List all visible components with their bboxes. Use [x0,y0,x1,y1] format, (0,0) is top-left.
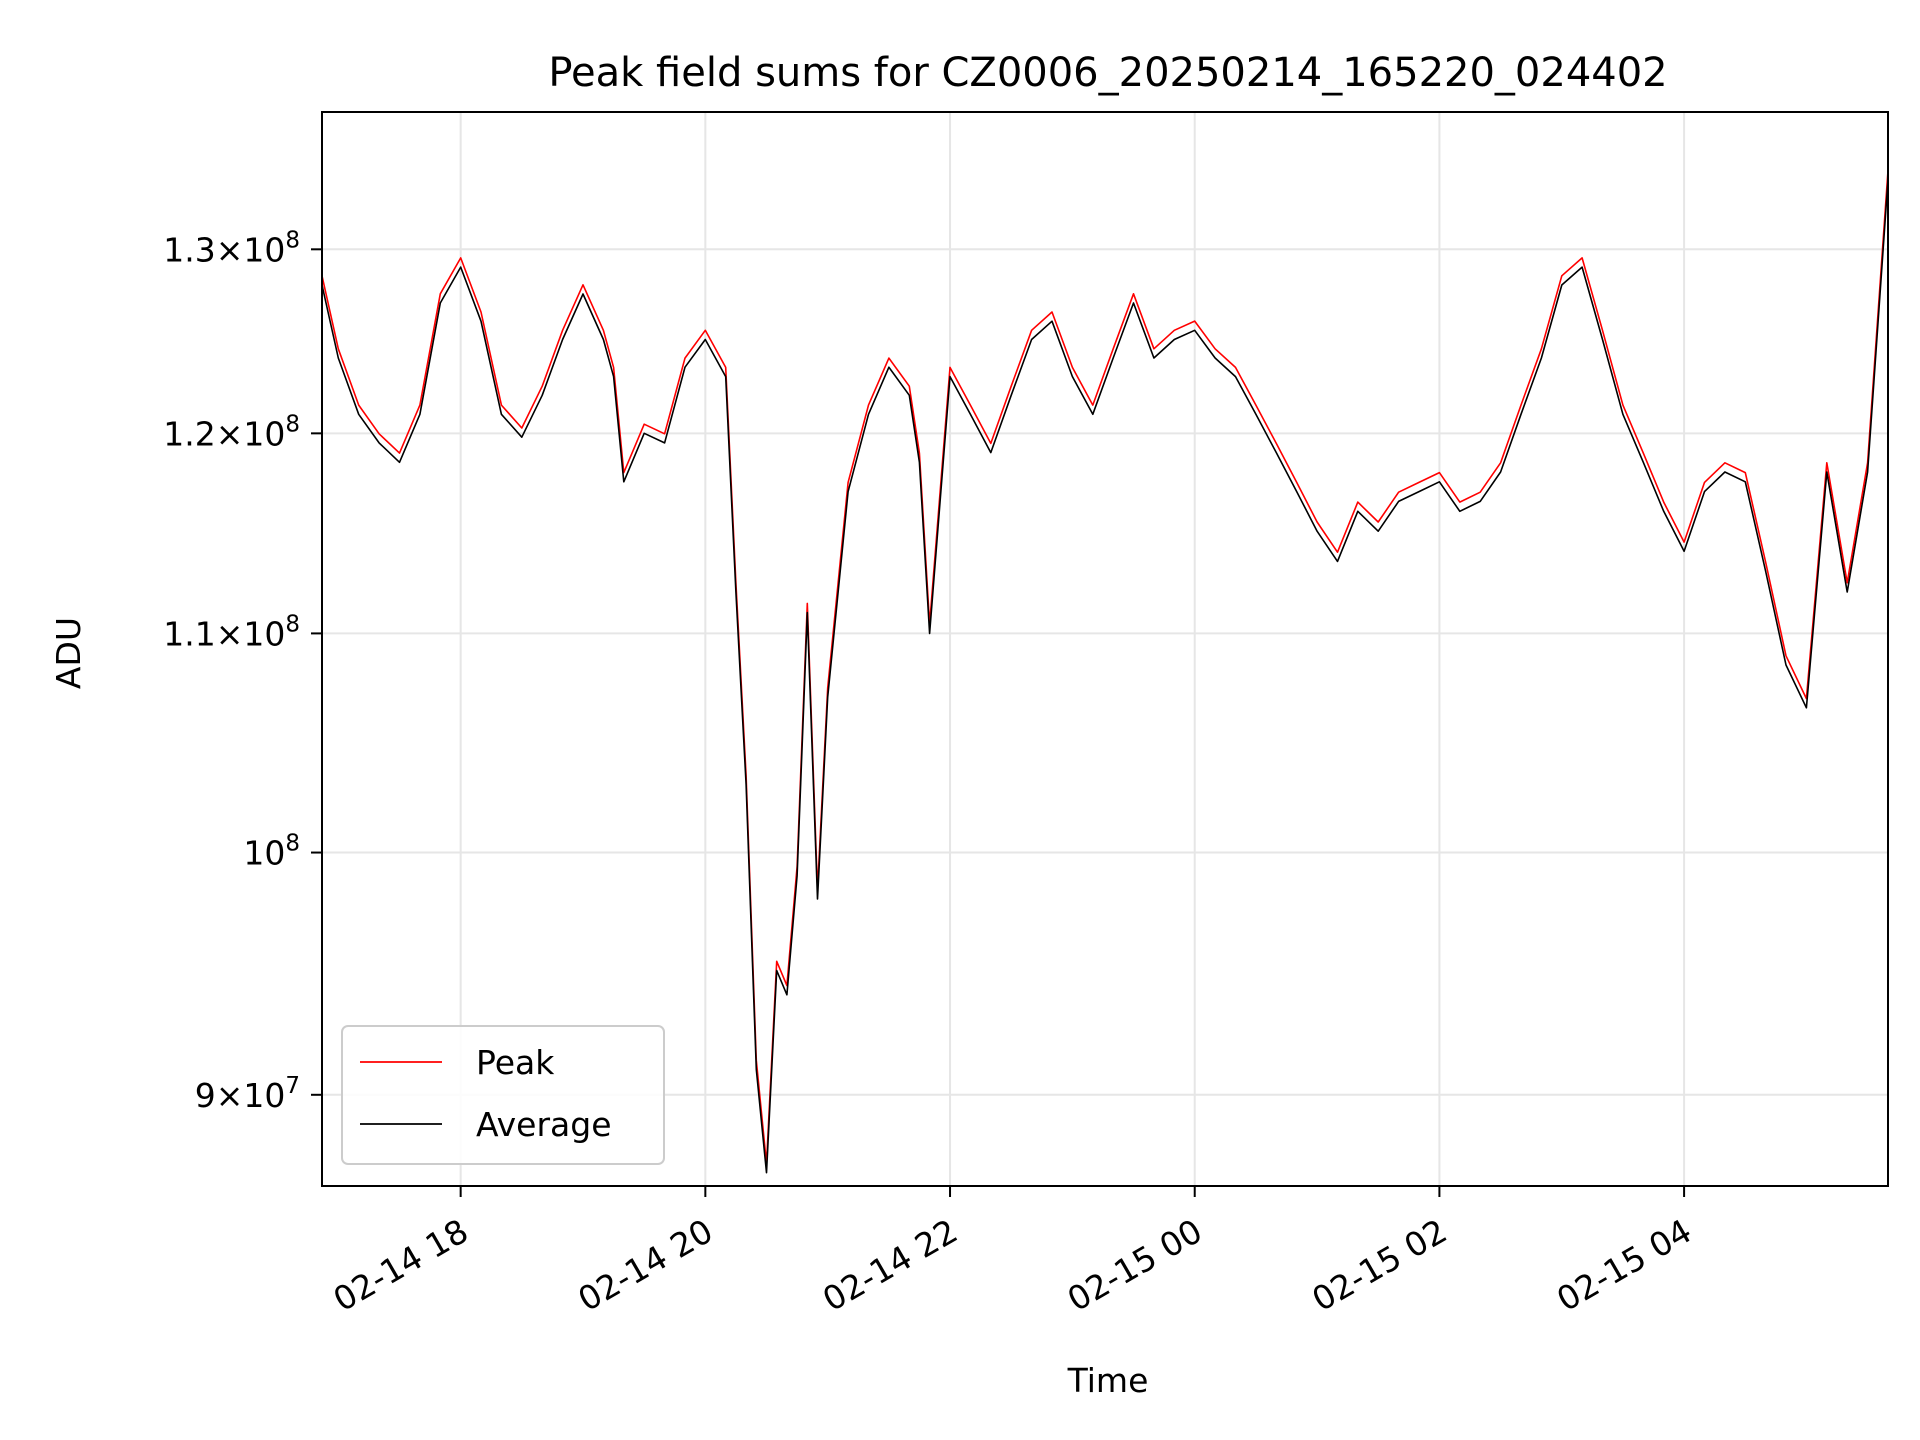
y-axis-ticks: 9×107 108 1.1×108 1.2×108 1.3×108 [163,227,322,1115]
series-line-peak [321,170,1889,1165]
y-tick-label: 108 [243,831,300,873]
legend-label-peak: Peak [476,1043,555,1082]
x-tick-label: 02-14 20 [571,1211,719,1319]
legend: Peak Average [341,1025,665,1165]
plot-frame [321,111,1889,1187]
x-tick-label: 02-14 18 [327,1211,475,1319]
x-tick-label: 02-14 22 [816,1211,964,1319]
x-tick-label: 02-15 04 [1550,1211,1698,1319]
y-tick-label: 1.2×108 [163,411,300,453]
chart-title: Peak field sums for CZ0006_20250214_1652… [548,50,1667,96]
x-axis-ticks: 02-14 18 02-14 20 02-14 22 02-15 00 02-15 02… [327,1186,1698,1319]
legend-box [341,1025,665,1165]
y-tick-label: 1.3×108 [163,227,300,269]
grid-lines [322,112,1888,1186]
series-lines [321,170,1889,1174]
legend-label-average: Average [476,1105,612,1144]
y-axis-label: ADU [49,617,88,689]
x-tick-label: 02-15 02 [1305,1211,1453,1319]
series-line-average [321,179,1889,1174]
y-tick-label: 1.1×108 [163,611,300,653]
y-tick-label: 9×107 [195,1073,300,1115]
x-axis-label: Time [1067,1361,1149,1400]
x-tick-label: 02-15 00 [1061,1211,1209,1319]
